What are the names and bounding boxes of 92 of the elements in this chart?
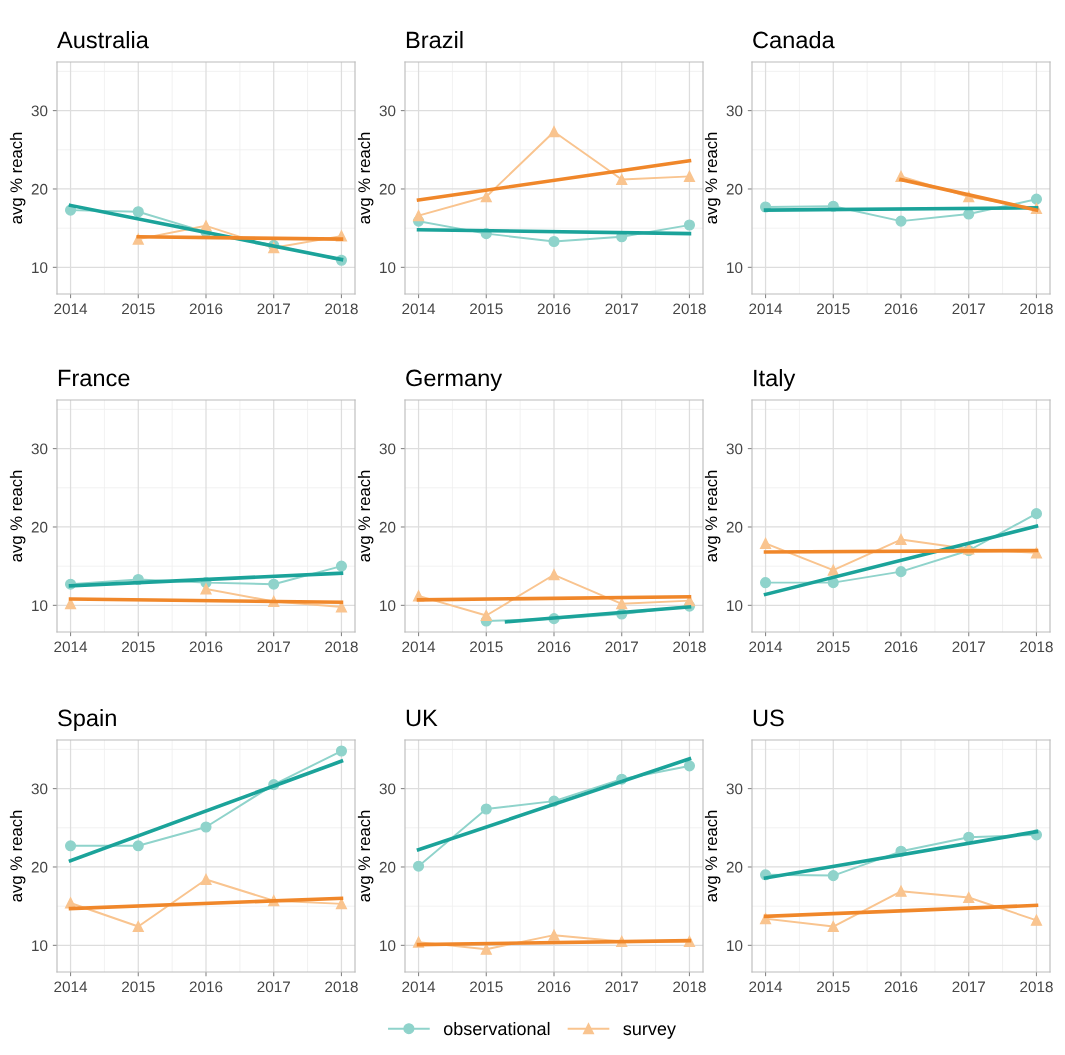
y-tick-label: 20: [31, 861, 48, 873]
y-tick-label: 30: [726, 783, 743, 795]
chart-title: US: [753, 709, 784, 727]
y-tick-label: 10: [380, 600, 396, 612]
x-tick-label: 2017: [952, 981, 985, 993]
x-tick-label: 2017: [605, 641, 638, 653]
y-axis-title: avg % reach: [357, 132, 374, 224]
x-tick-label: 2018: [1020, 641, 1053, 653]
y-tick-label: 30: [31, 105, 48, 117]
y-tick-label: 10: [32, 600, 48, 612]
y-tick-label: 10: [32, 262, 48, 274]
y-tick-label: 20: [379, 521, 396, 533]
y-tick-label: 20: [726, 521, 743, 533]
chart-title: Italy: [754, 369, 796, 392]
x-tick-label: 2018: [673, 641, 706, 653]
legend-label: observational: [443, 1021, 550, 1036]
x-tick-label: 2018: [325, 981, 358, 993]
y-tick-label: 20: [379, 183, 396, 195]
x-tick-label: 2017: [257, 303, 290, 315]
x-tick-label: 2014: [54, 981, 88, 993]
chart-title: France: [58, 369, 130, 387]
y-tick-label: 10: [727, 600, 743, 612]
x-tick-label: 2015: [122, 303, 155, 315]
chart-title: UK: [406, 709, 438, 727]
x-tick-label: 2015: [122, 981, 155, 993]
x-tick-label: 2018: [673, 303, 706, 315]
x-tick-label: 2014: [54, 641, 88, 653]
x-tick-label: 2014: [402, 981, 436, 993]
x-tick-label: 2017: [952, 641, 985, 653]
y-tick-label: 30: [379, 783, 396, 795]
y-tick-label: 30: [31, 443, 48, 455]
x-tick-label: 2017: [952, 303, 985, 315]
chart-title: Canada: [753, 31, 835, 49]
legend-label: survey: [623, 1025, 676, 1039]
x-tick-label: 2017: [257, 981, 290, 993]
x-tick-label: 2016: [189, 641, 223, 653]
x-tick-label: 2014: [749, 981, 783, 993]
x-tick-label: 2015: [817, 303, 850, 315]
x-tick-label: 2015: [470, 641, 503, 653]
y-axis-title: avg % reach: [9, 470, 26, 562]
y-axis-title: avg % reach: [9, 810, 26, 902]
x-tick-label: 2015: [470, 303, 503, 315]
y-tick-label: 10: [380, 940, 396, 952]
x-tick-label: 2014: [402, 303, 436, 315]
x-tick-label: 2014: [54, 303, 88, 315]
y-axis-title: avg % reach: [357, 810, 374, 902]
x-tick-label: 2016: [884, 981, 918, 993]
y-tick-label: 30: [379, 105, 396, 117]
x-tick-label: 2018: [1020, 303, 1053, 315]
chart-title: Australia: [57, 31, 149, 49]
y-axis-title: avg % reach: [357, 470, 374, 562]
x-tick-label: 2017: [257, 641, 290, 653]
x-tick-label: 2015: [817, 981, 850, 993]
y-tick-label: 30: [379, 443, 396, 455]
x-tick-label: 2015: [817, 641, 850, 653]
x-tick-label: 2017: [605, 981, 638, 993]
y-tick-label: 10: [727, 940, 743, 952]
x-tick-label: 2018: [1020, 981, 1053, 993]
y-axis-title: avg % reach: [9, 132, 26, 224]
x-tick-label: 2016: [537, 303, 571, 315]
x-tick-label: 2018: [673, 981, 706, 993]
y-tick-label: 20: [31, 183, 48, 195]
x-tick-label: 2016: [189, 303, 223, 315]
x-tick-label: 2016: [537, 641, 571, 653]
x-tick-label: 2016: [537, 981, 571, 993]
chart-title: Germany: [406, 369, 503, 392]
y-axis-title: avg % reach: [704, 810, 721, 902]
y-tick-label: 30: [31, 783, 48, 795]
x-tick-label: 2015: [122, 641, 155, 653]
x-tick-label: 2018: [325, 641, 358, 653]
chart-title: Spain: [58, 709, 116, 732]
y-tick-label: 20: [379, 861, 396, 873]
y-tick-label: 10: [32, 940, 48, 952]
y-tick-label: 10: [727, 262, 743, 274]
x-tick-label: 2017: [605, 303, 638, 315]
x-tick-label: 2016: [884, 303, 918, 315]
x-tick-label: 2015: [470, 981, 503, 993]
x-tick-label: 2016: [189, 981, 223, 993]
y-tick-label: 30: [726, 443, 743, 455]
x-tick-label: 2018: [325, 303, 358, 315]
y-tick-label: 30: [726, 105, 743, 117]
x-tick-label: 2016: [884, 641, 918, 653]
y-tick-label: 20: [726, 861, 743, 873]
y-axis-title: avg % reach: [704, 470, 721, 562]
y-axis-title: avg % reach: [704, 132, 721, 224]
y-tick-label: 10: [380, 262, 396, 274]
x-tick-label: 2014: [749, 303, 783, 315]
chart-title: Brazil: [406, 31, 463, 49]
y-tick-label: 20: [726, 183, 743, 195]
x-tick-label: 2014: [749, 641, 783, 653]
y-tick-label: 20: [31, 521, 48, 533]
x-tick-label: 2014: [402, 641, 436, 653]
